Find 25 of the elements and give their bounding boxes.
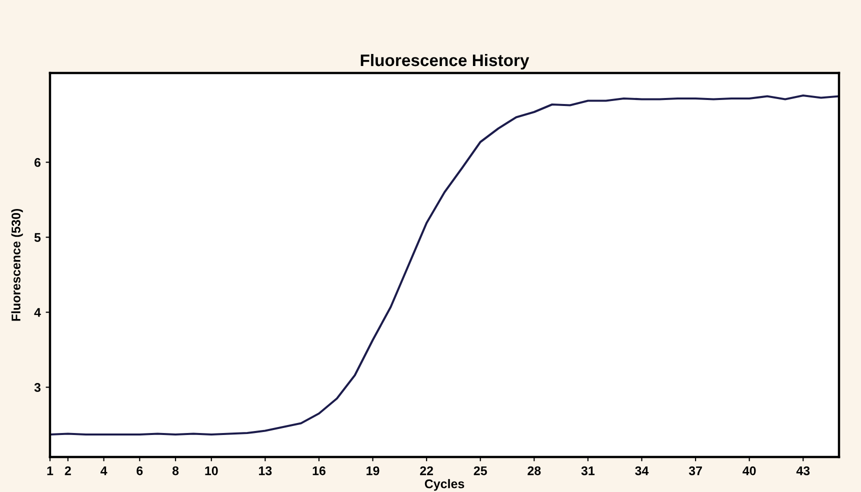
x-tick-label: 16 [312, 466, 326, 476]
x-tick-label: 13 [259, 466, 272, 476]
x-tick-label: 40 [742, 466, 756, 476]
x-tick-label: 2 [64, 466, 71, 476]
x-tick-label: 34 [635, 466, 649, 476]
x-tick-label: 37 [688, 466, 702, 476]
x-tick-label: 10 [205, 466, 218, 476]
y-tick-label: 3 [34, 383, 41, 392]
x-tick-label: 43 [796, 466, 810, 476]
x-tick-label: 22 [420, 466, 434, 476]
x-tick-label: 4 [100, 466, 108, 476]
x-tick-label: 25 [474, 466, 487, 476]
y-tick-label: 5 [34, 233, 41, 242]
x-tick-label: 6 [136, 466, 143, 476]
x-tick-label: 1 [47, 466, 54, 476]
x-tick-label: 31 [581, 466, 595, 476]
chart-title: Fluorescence History [360, 54, 530, 70]
line-series [50, 94, 839, 436]
x-tick-label: 19 [366, 466, 380, 476]
y-tick-label: 6 [34, 158, 41, 167]
x-axis-title: Cycles [424, 479, 464, 491]
y-tick-label: 4 [34, 308, 41, 317]
y-axis-title: Fluorescence (530) [11, 208, 23, 321]
x-tick-label: 8 [172, 466, 179, 476]
x-tick-label: 28 [528, 466, 541, 476]
